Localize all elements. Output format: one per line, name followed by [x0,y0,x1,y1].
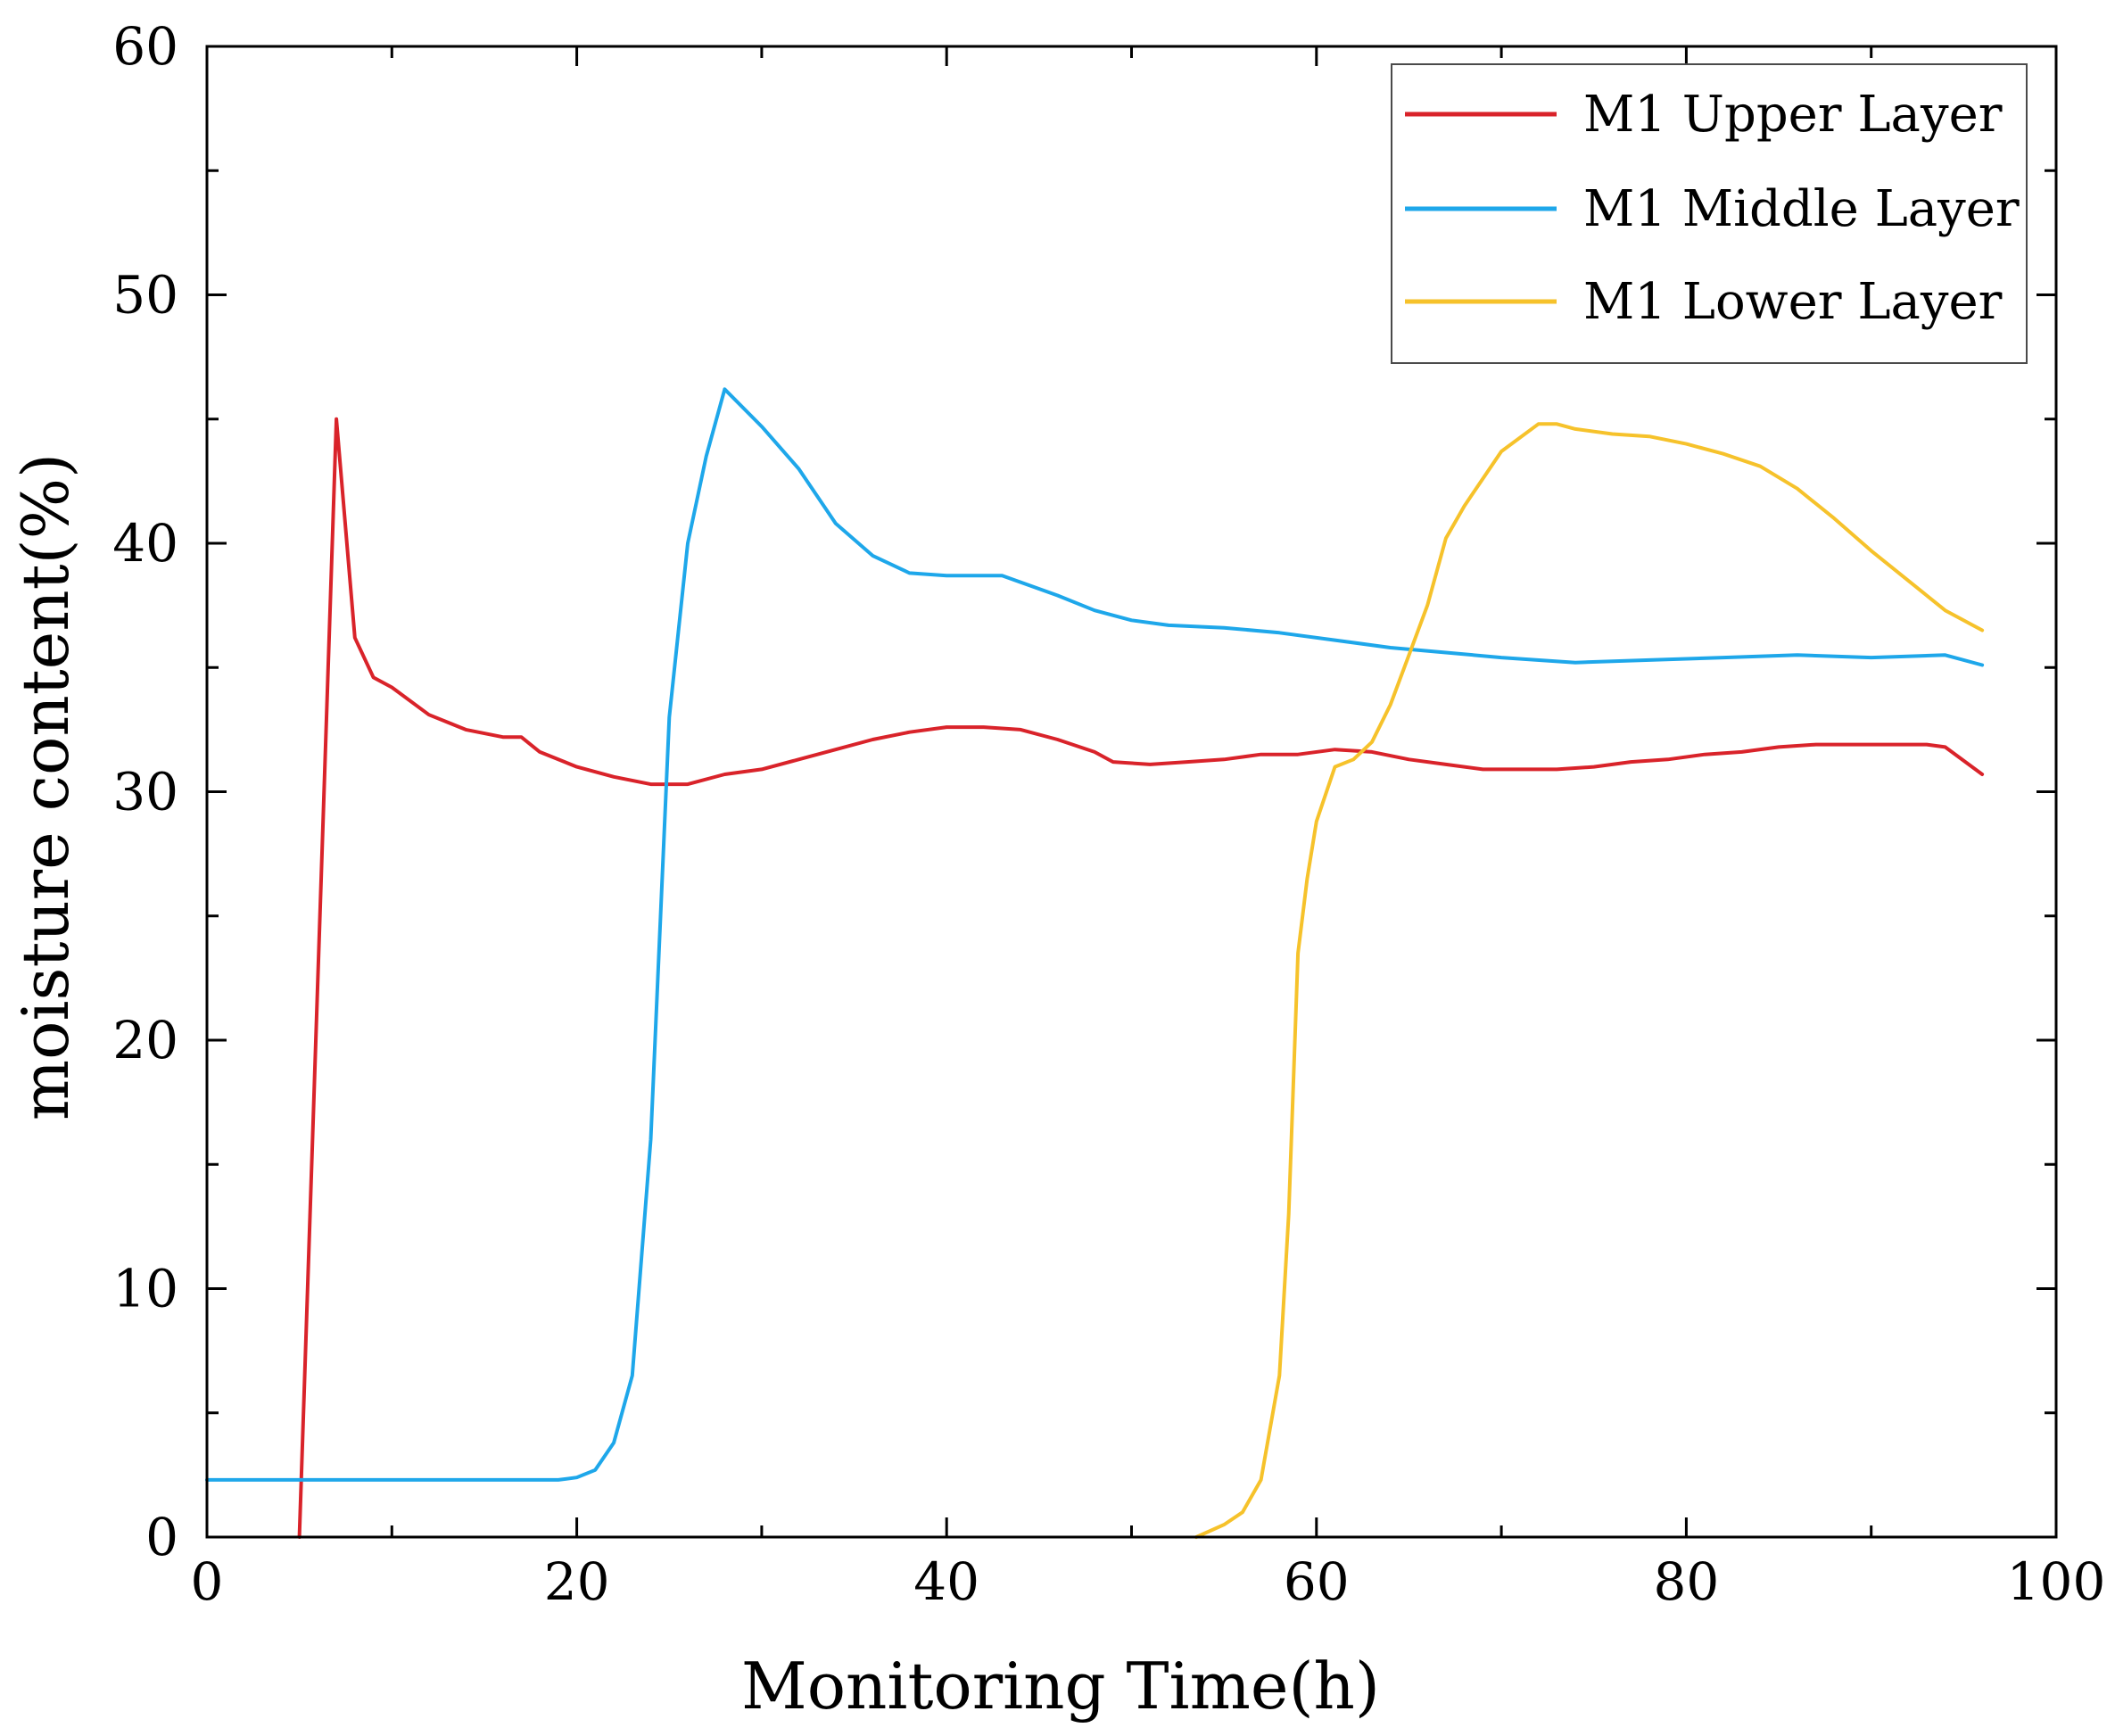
series-line-middle-layer [205,387,1985,1482]
legend-label-upper: M1 Upper Layer [1583,86,2003,144]
y-tick-label: 10 [112,1259,178,1319]
plot-area-frame [205,45,2058,1539]
y-tick-label: 60 [112,16,178,77]
series-line-upper-layer [297,417,1985,1539]
y-tick-label: 40 [112,513,178,574]
x-tick-label: 80 [1653,1551,1719,1612]
legend-label-middle: M1 Middle Layer [1583,180,2020,238]
x-tick-label: 40 [913,1551,979,1612]
x-tick-label: 0 [191,1551,224,1612]
x-tick-label: 100 [2007,1551,2106,1612]
legend: M1 Upper Layer M1 Middle Layer M1 Lower … [1391,63,2028,364]
y-tick-label: 30 [112,762,178,823]
data-series [205,387,1985,1539]
series-line-lower-layer [1194,422,1985,1539]
y-axis-title: moisture content(%) [8,453,83,1120]
y-tick-label: 20 [112,1010,178,1071]
x-tick-label: 20 [544,1551,610,1612]
y-tick-label: 0 [145,1507,178,1567]
y-tick-label: 50 [112,265,178,326]
legend-label-lower: M1 Lower Layer [1583,273,2003,331]
axis-tick-labels: 0 20 40 60 80 100 0 10 20 30 40 50 60 [112,16,2105,1612]
x-axis-title: Monitoring Time(h) [741,1649,1380,1724]
x-tick-label: 60 [1284,1551,1350,1612]
